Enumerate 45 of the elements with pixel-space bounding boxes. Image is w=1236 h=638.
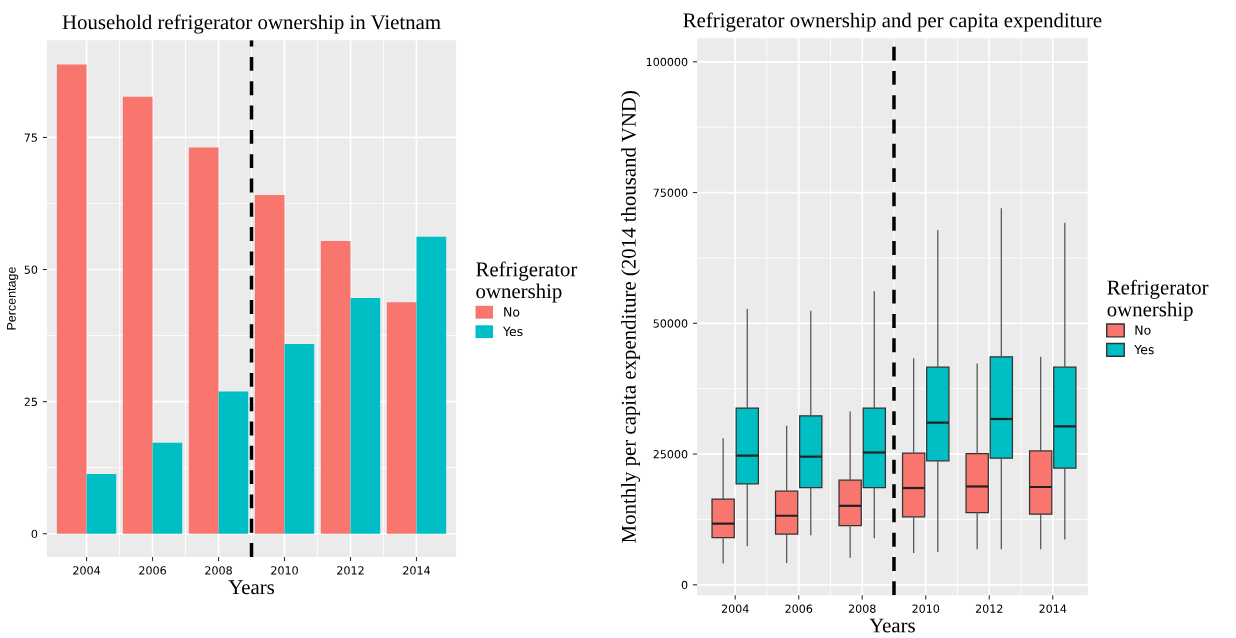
x-tick-label: 2012 [337, 566, 364, 575]
chart-title: Household refrigerator ownership in Vietnam [62, 14, 441, 34]
bar [218, 391, 249, 534]
y-tick-label: 0 [31, 529, 38, 539]
bar [320, 240, 351, 534]
x-tick-label: 2006 [785, 604, 813, 613]
y-axis-title: Monthly per capita expenditure (2014 thousand VND) [621, 91, 641, 543]
y-tick-label: 75 [24, 133, 37, 142]
bar [152, 442, 183, 534]
y-axis-title: Percentage [7, 267, 19, 330]
chart-title: Refrigerator ownership and per capita expenditure [683, 12, 1102, 32]
y-tick-label: 25 [24, 397, 37, 406]
y-tick-label: 50000 [653, 319, 688, 328]
y-tick-label: 50 [24, 265, 38, 274]
bar [122, 96, 153, 534]
bar [86, 474, 117, 534]
y-tick-label: 25000 [653, 450, 688, 459]
x-tick-label: 2004 [721, 604, 749, 613]
legend-label: No [1135, 325, 1151, 335]
x-tick-label: 2010 [271, 566, 298, 575]
bar [56, 64, 87, 534]
legend-label: Yes [1134, 345, 1154, 355]
x-tick-label: 2010 [912, 604, 940, 613]
x-tick-label: 2014 [403, 566, 431, 575]
bar [188, 147, 219, 534]
bar [350, 298, 381, 534]
x-tick-label: 2006 [139, 566, 166, 575]
legend-label: Yes [502, 326, 523, 337]
y-tick-label: 100000 [646, 57, 688, 67]
x-tick-label: 2008 [205, 566, 232, 575]
bar [386, 302, 417, 534]
legend-title: Refrigerator ownership [476, 261, 578, 303]
legend-label: No [504, 307, 520, 317]
x-tick-label: 2008 [848, 604, 876, 613]
x-axis-title: Years [228, 580, 275, 595]
legend-title: Refrigerator ownership [1107, 279, 1209, 321]
x-tick-label: 2004 [73, 566, 101, 575]
x-tick-label: 2012 [975, 604, 1003, 613]
bar [284, 344, 315, 534]
bar [254, 195, 285, 534]
bar [416, 236, 447, 534]
x-tick-label: 2014 [1039, 604, 1067, 613]
x-axis-title: Years [869, 618, 915, 633]
y-tick-label: 0 [681, 580, 688, 590]
y-tick-label: 75000 [653, 188, 688, 197]
